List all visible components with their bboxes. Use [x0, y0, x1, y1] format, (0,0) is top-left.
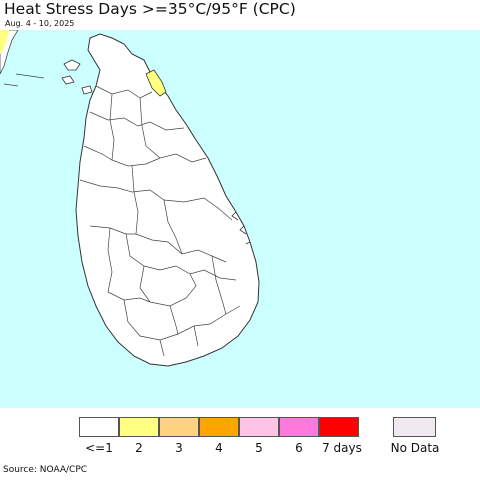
legend-label-3: 3	[175, 441, 183, 455]
legend-swatch-3	[159, 417, 199, 437]
east-coast-lagoons	[231, 211, 251, 245]
legend-swatch-6	[279, 417, 319, 437]
legend-swatch-4	[199, 417, 239, 437]
legend-label-2: 2	[135, 441, 143, 455]
legend-label-no-data: No Data	[390, 441, 440, 455]
legend-swatch-5	[239, 417, 279, 437]
northeast-hotspot	[145, 69, 167, 97]
legend-swatch-no-data	[393, 417, 436, 437]
legend-label-1: <=1	[85, 441, 113, 455]
legend-label-5: 5	[255, 441, 263, 455]
legend: <=1 2 3 4 5 6 7 days No Data	[0, 408, 480, 460]
legend-label-4: 4	[215, 441, 223, 455]
district-borders	[79, 85, 241, 357]
legend-swatch-7	[319, 417, 359, 437]
legend-label-7: 7 days	[322, 441, 362, 455]
sri-lanka-map	[0, 29, 480, 408]
india-islands	[3, 73, 45, 87]
india-hotspot	[0, 30, 9, 54]
jaffna-islands	[61, 59, 93, 95]
map-area	[0, 29, 480, 408]
source-credit: Source: NOAA/CPC	[3, 465, 88, 475]
legend-label-6: 6	[295, 441, 303, 455]
legend-swatch-2	[119, 417, 159, 437]
date-range: Aug. 4 - 10, 2025	[5, 19, 75, 28]
legend-swatch-1	[79, 417, 119, 437]
map-title: Heat Stress Days >=35°C/95°F (CPC)	[4, 0, 296, 18]
